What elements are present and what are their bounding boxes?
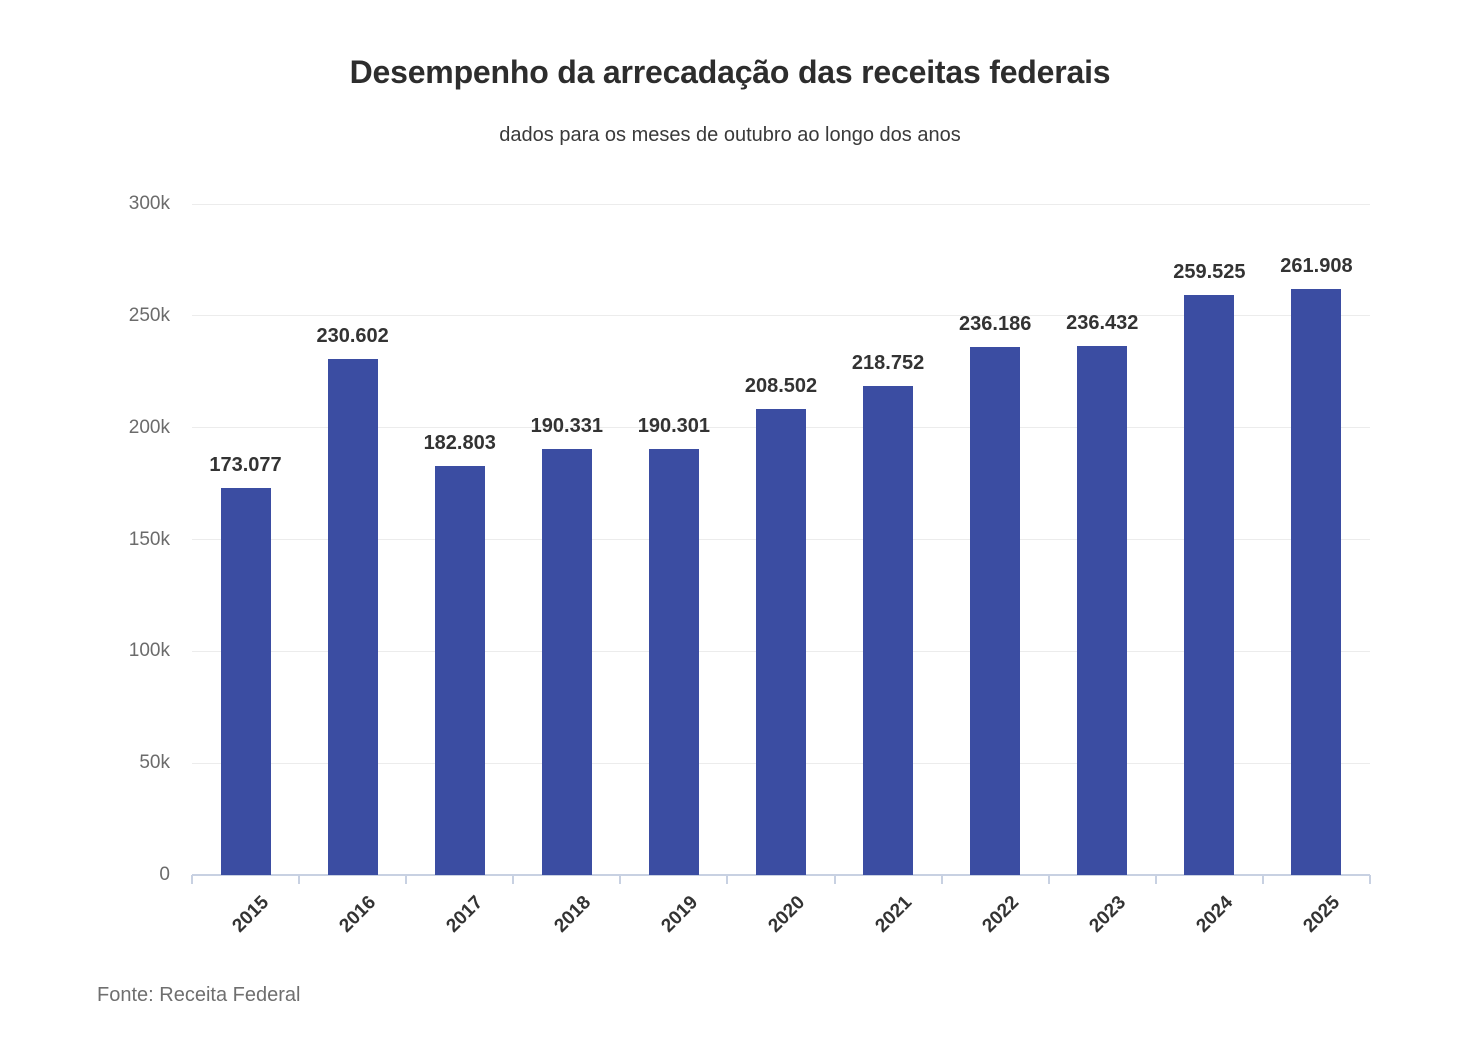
bar — [327, 359, 378, 875]
x-axis-tick-mark — [1154, 875, 1157, 884]
y-axis-tick-label: 50k — [139, 752, 170, 774]
y-axis-tick-label: 250k — [128, 304, 170, 326]
bar — [1077, 346, 1128, 875]
bar-value-label: 261.908 — [1280, 255, 1353, 278]
bar — [220, 487, 271, 875]
y-axis-tick-label: 100k — [128, 640, 170, 662]
x-axis-tick-label: 2016 — [335, 892, 381, 937]
bar — [970, 346, 1021, 875]
x-axis-tick-label: 2018 — [549, 892, 595, 937]
bar — [863, 385, 914, 875]
y-axis-tick-label: 0 — [159, 864, 170, 885]
x-axis-tick-mark — [405, 875, 408, 884]
bar — [648, 449, 699, 875]
x-axis-tick-mark — [1261, 875, 1264, 884]
bar-value-label: 236.186 — [959, 312, 1032, 335]
x-axis-tick-mark — [1047, 875, 1050, 884]
x-axis-tick-mark — [191, 875, 193, 884]
bar-value-label: 173.077 — [209, 453, 282, 476]
bar-value-label: 259.525 — [1173, 260, 1246, 283]
x-axis-line — [192, 874, 1370, 876]
y-axis-tick-label: 300k — [128, 193, 170, 214]
bar-value-label: 236.432 — [1066, 312, 1139, 335]
bar-value-label: 190.301 — [637, 415, 711, 438]
x-axis-tick-mark — [512, 875, 515, 884]
x-axis-tick-label: 2025 — [1299, 892, 1345, 937]
x-axis-tick-mark — [726, 875, 729, 884]
x-axis-tick-label: 2022 — [978, 892, 1024, 937]
bar — [1291, 289, 1342, 875]
x-axis-tick-label: 2015 — [228, 892, 274, 937]
x-axis-tick-label: 2020 — [764, 892, 809, 937]
chart-title: Desempenho da arrecadação das receitas f… — [349, 54, 1111, 90]
bar-value-label: 182.803 — [423, 432, 496, 455]
bar — [756, 408, 806, 875]
x-axis-tick-label: 2023 — [1085, 892, 1131, 937]
x-axis-tick-mark — [1369, 875, 1371, 884]
bar-value-label: 190.331 — [530, 415, 603, 438]
bar — [541, 449, 592, 875]
x-axis-tick-label: 2024 — [1192, 892, 1238, 937]
y-axis-tick-label: 200k — [128, 416, 170, 438]
y-axis-tick-label: 150k — [128, 528, 170, 550]
bar-value-label: 218.752 — [851, 351, 925, 374]
x-axis-tick-mark — [940, 875, 943, 884]
x-axis-tick-label: 2021 — [871, 892, 916, 937]
gridline — [192, 315, 1370, 317]
x-axis-tick-mark — [833, 875, 836, 884]
x-axis-tick-mark — [298, 875, 301, 884]
gridline — [192, 203, 1370, 205]
bar — [1184, 294, 1235, 875]
x-axis-tick-mark — [619, 875, 622, 884]
bar — [434, 466, 485, 875]
x-axis-tick-label: 2019 — [657, 892, 702, 937]
chart-subtitle: dados para os meses de outubro ao longo … — [499, 124, 961, 146]
bar-value-label: 208.502 — [744, 374, 818, 397]
x-axis-tick-label: 2017 — [442, 892, 488, 937]
source-note: Fonte: Receita Federal — [97, 984, 301, 1006]
bar-value-label: 230.602 — [316, 325, 389, 348]
